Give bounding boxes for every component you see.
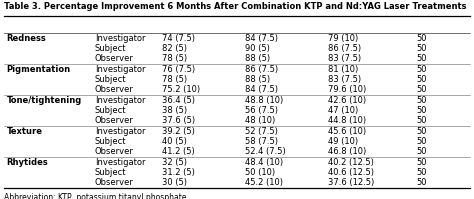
Text: 48 (10): 48 (10) bbox=[245, 116, 275, 125]
Text: Observer: Observer bbox=[95, 178, 134, 187]
Text: 50: 50 bbox=[416, 158, 427, 167]
Text: Subject: Subject bbox=[95, 44, 126, 53]
Text: 50: 50 bbox=[416, 106, 427, 115]
Text: 50 (10): 50 (10) bbox=[245, 168, 275, 177]
Text: 74 (7.5): 74 (7.5) bbox=[162, 33, 195, 43]
Text: Pigmentation: Pigmentation bbox=[7, 64, 71, 74]
Text: Tone/tightening: Tone/tightening bbox=[7, 96, 82, 105]
Text: 86 (7.5): 86 (7.5) bbox=[328, 44, 361, 53]
Text: 52.4 (7.5): 52.4 (7.5) bbox=[245, 147, 286, 156]
Text: Observer: Observer bbox=[95, 147, 134, 156]
Text: Investigator: Investigator bbox=[95, 127, 145, 136]
Text: 79.6 (10): 79.6 (10) bbox=[328, 85, 366, 94]
Text: 50: 50 bbox=[416, 168, 427, 177]
Text: 48.4 (10): 48.4 (10) bbox=[245, 158, 283, 167]
Text: 48.8 (10): 48.8 (10) bbox=[245, 96, 283, 105]
Text: 58 (7.5): 58 (7.5) bbox=[245, 137, 278, 146]
Text: 39.2 (5): 39.2 (5) bbox=[162, 127, 195, 136]
Text: 50: 50 bbox=[416, 116, 427, 125]
Text: Subject: Subject bbox=[95, 137, 126, 146]
Text: 40 (5): 40 (5) bbox=[162, 137, 187, 146]
Text: 84 (7.5): 84 (7.5) bbox=[245, 33, 278, 43]
Text: No. of Patients: No. of Patients bbox=[416, 20, 474, 29]
Text: 46.8 (10): 46.8 (10) bbox=[328, 147, 366, 156]
Text: 82 (5): 82 (5) bbox=[162, 44, 187, 53]
Text: 36.4 (5): 36.4 (5) bbox=[162, 96, 195, 105]
Text: Investigator: Investigator bbox=[95, 158, 145, 167]
Text: 56 (7.5): 56 (7.5) bbox=[245, 106, 278, 115]
Text: Abbreviation: KTP, potassium titanyl phosphate.: Abbreviation: KTP, potassium titanyl pho… bbox=[4, 193, 189, 199]
Text: Observer: Observer bbox=[95, 85, 134, 94]
Text: 79 (10): 79 (10) bbox=[328, 33, 358, 43]
Text: 44.8 (10): 44.8 (10) bbox=[328, 116, 366, 125]
Text: Assessor: Assessor bbox=[94, 20, 139, 29]
Text: 41.2 (5): 41.2 (5) bbox=[162, 147, 195, 156]
Text: 88 (5): 88 (5) bbox=[245, 54, 270, 63]
Text: 52 (7.5): 52 (7.5) bbox=[245, 127, 278, 136]
Text: Observer: Observer bbox=[95, 54, 134, 63]
Text: 75.2 (10): 75.2 (10) bbox=[162, 85, 200, 94]
Text: Subject: Subject bbox=[95, 75, 126, 84]
Text: 50: 50 bbox=[416, 127, 427, 136]
Text: 83 (7.5): 83 (7.5) bbox=[328, 75, 361, 84]
Text: Investigator: Investigator bbox=[95, 96, 145, 105]
Text: 37.6 (5): 37.6 (5) bbox=[162, 116, 195, 125]
Text: 83 (7.5): 83 (7.5) bbox=[328, 54, 361, 63]
Text: 78 (5): 78 (5) bbox=[162, 54, 187, 63]
Text: 86 (7.5): 86 (7.5) bbox=[245, 64, 278, 74]
Text: 76 (7.5): 76 (7.5) bbox=[162, 64, 195, 74]
Text: 50: 50 bbox=[416, 54, 427, 63]
Text: 50: 50 bbox=[416, 178, 427, 187]
Text: 50: 50 bbox=[416, 85, 427, 94]
Text: After 6 Treatments: After 6 Treatments bbox=[245, 20, 341, 29]
Text: 42.6 (10): 42.6 (10) bbox=[328, 96, 366, 105]
Text: Subject: Subject bbox=[95, 168, 126, 177]
Text: 50: 50 bbox=[416, 64, 427, 74]
Text: After 3 Treatments: After 3 Treatments bbox=[162, 20, 258, 29]
Text: 84 (7.5): 84 (7.5) bbox=[245, 85, 278, 94]
Text: 49 (10): 49 (10) bbox=[328, 137, 358, 146]
Text: 88 (5): 88 (5) bbox=[245, 75, 270, 84]
Text: 50: 50 bbox=[416, 147, 427, 156]
Text: 50: 50 bbox=[416, 75, 427, 84]
Text: 50: 50 bbox=[416, 44, 427, 53]
Text: After 3-6 Treatments: After 3-6 Treatments bbox=[328, 20, 434, 29]
Text: 37.6 (12.5): 37.6 (12.5) bbox=[328, 178, 374, 187]
Text: Clinical Parameter: Clinical Parameter bbox=[6, 20, 100, 29]
Text: 45.6 (10): 45.6 (10) bbox=[328, 127, 366, 136]
Text: Investigator: Investigator bbox=[95, 33, 145, 43]
Text: 31.2 (5): 31.2 (5) bbox=[162, 168, 195, 177]
Text: 45.2 (10): 45.2 (10) bbox=[245, 178, 283, 187]
Text: Subject: Subject bbox=[95, 106, 126, 115]
Text: 90 (5): 90 (5) bbox=[245, 44, 270, 53]
Text: 32 (5): 32 (5) bbox=[162, 158, 187, 167]
Text: 50: 50 bbox=[416, 96, 427, 105]
Text: 40.6 (12.5): 40.6 (12.5) bbox=[328, 168, 374, 177]
Text: 30 (5): 30 (5) bbox=[162, 178, 187, 187]
Text: Redness: Redness bbox=[7, 33, 46, 43]
Text: 38 (5): 38 (5) bbox=[162, 106, 187, 115]
Text: 40.2 (12.5): 40.2 (12.5) bbox=[328, 158, 374, 167]
Text: Texture: Texture bbox=[7, 127, 43, 136]
Text: Investigator: Investigator bbox=[95, 64, 145, 74]
Text: 47 (10): 47 (10) bbox=[328, 106, 358, 115]
Text: 50: 50 bbox=[416, 33, 427, 43]
Text: Table 3. Percentage Improvement 6 Months After Combination KTP and Nd:YAG Laser : Table 3. Percentage Improvement 6 Months… bbox=[4, 2, 466, 11]
Text: 50: 50 bbox=[416, 137, 427, 146]
Text: Rhytides: Rhytides bbox=[7, 158, 48, 167]
Text: 81 (10): 81 (10) bbox=[328, 64, 358, 74]
Text: Observer: Observer bbox=[95, 116, 134, 125]
Text: 78 (5): 78 (5) bbox=[162, 75, 187, 84]
